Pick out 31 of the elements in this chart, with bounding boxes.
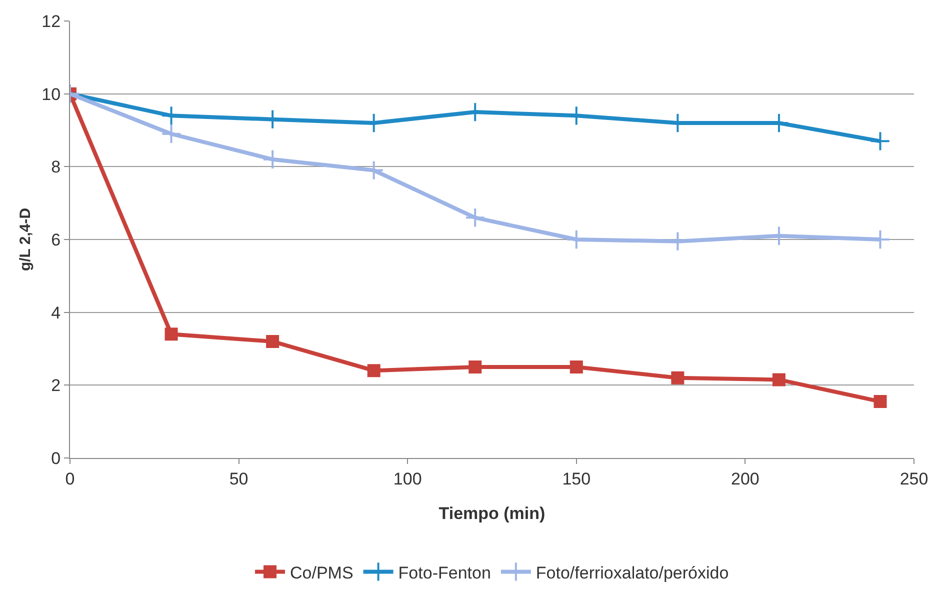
x-tick-label: 200: [731, 469, 760, 488]
point: [468, 360, 482, 374]
point: [671, 371, 684, 384]
y-tick-label: 10: [42, 84, 61, 104]
point: [262, 149, 283, 170]
point: [161, 124, 182, 144]
y-tick-label: 8: [51, 158, 61, 177]
point: [164, 328, 178, 341]
y-tick-label: 0: [51, 448, 61, 468]
x-tick-label: 250: [900, 469, 928, 488]
x-tick-label: 100: [393, 469, 422, 488]
point: [874, 395, 887, 408]
point: [570, 360, 583, 374]
point: [364, 160, 384, 180]
point: [870, 131, 890, 152]
legend-label: Co/PMS: [290, 563, 354, 582]
legend-label: Foto/ferrioxalato/peróxido: [536, 563, 729, 582]
y-axis-title: g/L 2,4-D: [17, 208, 34, 272]
x-tick-label: 50: [229, 469, 248, 488]
legend-label: Foto-Fenton: [398, 563, 491, 582]
y-tick-label: 2: [51, 376, 61, 396]
y-tick-label: 4: [51, 303, 61, 322]
point: [266, 334, 280, 348]
x-tick-label: 150: [562, 469, 591, 488]
y-tick-label: 12: [42, 12, 61, 31]
x-tick-label: 0: [65, 469, 75, 488]
point: [772, 373, 786, 386]
x-axis-title: Tiempo (min): [438, 504, 546, 523]
point: [465, 208, 486, 228]
y-tick-label: 6: [51, 230, 61, 250]
point: [367, 364, 380, 378]
